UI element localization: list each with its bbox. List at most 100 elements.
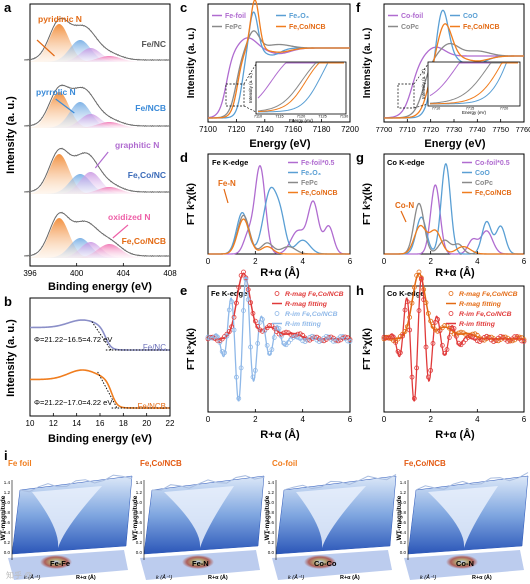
fit-im-point — [316, 339, 322, 344]
panel-c-x-tick-label: 7120 — [228, 125, 246, 134]
fit-im-point — [347, 339, 353, 344]
panel-i-zlabel: WT-magnitude — [264, 495, 271, 540]
fit-im-point — [491, 339, 497, 344]
fit-im-point — [274, 325, 280, 331]
legend-label: R-im Fe,Co/NCB — [285, 311, 338, 318]
fit-im-point — [481, 335, 487, 340]
panel-f-ticks: 7700 7710 7720 7730 7740 7750 7760 — [376, 119, 530, 134]
fit-mag-point — [278, 331, 284, 337]
panel-i-z-tick: 1.4 — [4, 480, 11, 485]
panel-f-legend: Co-foil CoPc CoO Fe,Co/NCB — [388, 13, 500, 31]
fit-im-point — [286, 340, 291, 345]
panel-a-component-oxidized — [24, 56, 170, 62]
fit-im-point — [238, 365, 244, 371]
panel-i-plots: Fe foil Fe-Fe 1.4 1.2 1.0 0.8 0.6 0.4 0.2 0.0 WT-m… — [0, 459, 529, 581]
panel-b-xlabel: Binding energy (eV) — [48, 433, 152, 445]
fit-mag-point — [307, 337, 313, 343]
fit-im-point — [255, 341, 261, 346]
panel-g-curve-co-foil — [384, 184, 524, 255]
fit-im-point — [388, 334, 394, 340]
panel-i-z-tick: 1.0 — [400, 500, 407, 505]
fit-mag-point — [342, 334, 348, 340]
fit-im-point — [442, 351, 448, 356]
fit-im-point — [383, 335, 389, 341]
panel-a-component-oxidized — [24, 244, 170, 258]
fit-im-point — [264, 342, 270, 348]
fit-im-point — [260, 317, 265, 322]
panel-i-z-tick: 0.6 — [400, 520, 407, 525]
panel-c-inset-tick-label: 7110 — [254, 115, 262, 119]
panel-h-legend: R-mag Fe,Co/NCB R-mag fitting R-im Fe,Co/N… — [446, 291, 518, 328]
panel-i-z-tick: 1.0 — [136, 500, 143, 505]
panel-letter-g: g — [356, 150, 364, 165]
fit-im-point — [521, 339, 527, 344]
panel-i-xlabel: R+α (Å) — [76, 574, 96, 581]
legend-label: Fe,Co/NCB — [289, 24, 326, 31]
panel-i-bond-label: Fe-Fe — [50, 559, 70, 568]
fit-im-point — [446, 335, 452, 340]
legend-label: R-im Fe,Co/NCB — [459, 311, 512, 318]
fit-im-point — [386, 335, 392, 341]
fit-im-point — [449, 325, 455, 331]
fit-im-point — [411, 396, 417, 401]
panel-f-x-tick-label: 7710 — [399, 125, 416, 134]
panel-i-bond-label: Co-N — [456, 559, 474, 568]
panel-c-inset-xlabel: Energy (eV) — [289, 118, 314, 123]
fit-mag-point — [309, 336, 315, 342]
panel-i-z-tick: 1.0 — [4, 500, 11, 505]
fit-mag-point — [252, 318, 258, 324]
fit-im-point — [245, 297, 251, 303]
panel-b: b Intensity (a. u.) Binding energy (eV) … — [4, 294, 175, 445]
fit-im-point — [226, 307, 232, 313]
panel-c-x-tick-label: 7180 — [313, 125, 331, 134]
panel-f-curve-fe-co-ncb — [384, 23, 524, 119]
panel-b-annot-1: Φ=21.22−16.5=4.72 eV — [34, 335, 112, 344]
panel-i-z-tick: 0.8 — [268, 510, 275, 515]
panel-h-frame — [383, 285, 525, 413]
panel-i-z-tick: 0.0 — [268, 550, 275, 555]
panel-e-edge-label: Fe K-edge — [211, 289, 247, 298]
fit-mag-point — [314, 334, 320, 340]
fit-im-point — [276, 326, 282, 331]
panel-c-inset-ylabel: Intensity (a. u.) — [248, 73, 253, 103]
panel-i-ylabel: k (Å⁻¹) — [288, 574, 305, 581]
fit-mag-point — [271, 325, 277, 331]
panel-i-z-tick: 0.2 — [268, 540, 275, 545]
panel-a-ticks: 396 400 404 408 — [23, 263, 177, 278]
watermark: 知乎 @ ... — [6, 570, 41, 580]
panel-e: e FT k³χ(k) R+α (Å) Fe K-edge 0 2 4 6 R-mag… — [180, 269, 353, 441]
fit-im-point — [312, 335, 317, 340]
fit-im-point — [331, 338, 336, 344]
fit-mag-point — [418, 275, 424, 281]
fit-x-tick-label: 0 — [382, 415, 387, 424]
fit-im-point — [505, 338, 511, 344]
panel-a-x-tick-label: 408 — [163, 269, 177, 278]
panel-b-curve-fe-nc — [30, 319, 170, 351]
fit-mag-point — [521, 337, 527, 342]
panel-i-z-tick: 0.6 — [136, 520, 143, 525]
fit-im-point — [381, 334, 387, 340]
panel-f-inset-ylabel: Intensity (a. u.) — [421, 69, 426, 99]
panel-i-funnel — [428, 486, 498, 548]
fit-im-point — [404, 299, 410, 305]
legend-label: Fe,Co/NCB — [463, 24, 500, 31]
fit-x-tick-label: 6 — [348, 415, 353, 424]
fit-im-point — [309, 333, 315, 339]
fit-im-point — [219, 349, 225, 354]
panel-f-x-tick-label: 7700 — [376, 125, 393, 134]
fit-im-point — [210, 335, 216, 341]
fit-im-point — [460, 340, 466, 345]
fit-mag-point — [245, 287, 251, 293]
panel-f-zoom-box — [397, 83, 415, 109]
panel-i-hotspot — [182, 555, 214, 569]
fit-im-point — [400, 333, 406, 339]
panel-i-ylabel: k (Å⁻¹) — [24, 574, 41, 581]
panel-i-xlabel: R+α (Å) — [472, 574, 492, 581]
fit-mag-point — [516, 334, 522, 340]
panel-c-x-tick-label: 7200 — [341, 125, 359, 134]
panel-a-component-graphitic — [24, 172, 170, 194]
panel-i-z-tick: 0.6 — [4, 520, 11, 525]
panel-b-tangent — [97, 371, 118, 410]
fit-mag-point — [425, 311, 431, 316]
panel-a-series-label-1: Fe/NC — [141, 39, 166, 49]
